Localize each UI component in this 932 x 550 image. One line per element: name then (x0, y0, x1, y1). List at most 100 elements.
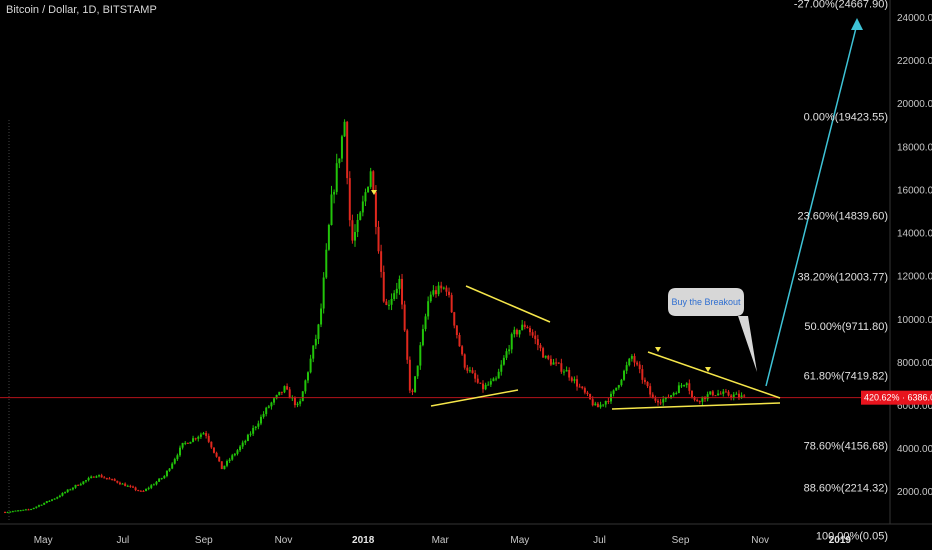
candle-body (87, 478, 90, 481)
candle-body (549, 358, 552, 365)
candle-body (578, 386, 581, 388)
candle-body (139, 490, 142, 492)
fib-level-label: 23.60%(14839.60) (797, 210, 888, 222)
candle-body (340, 136, 343, 159)
candle-body (698, 401, 701, 403)
candle-body (103, 477, 106, 479)
candle-body (445, 287, 448, 292)
y-tick-label: 20000.00 (897, 99, 932, 110)
candle-body (278, 391, 281, 396)
candle-body (529, 328, 532, 333)
candle-body (646, 381, 649, 387)
candle-body (717, 393, 720, 396)
candle-body (118, 482, 121, 485)
target-arrow-head-icon (851, 18, 863, 30)
candle-body (693, 397, 696, 400)
candle-body (343, 121, 346, 137)
y-tick-label: 8000.00 (897, 358, 932, 369)
candle-body (27, 509, 30, 511)
y-tick-label: 2000.00 (897, 487, 932, 498)
candle-body (100, 475, 103, 478)
candle-body (385, 301, 388, 305)
candle-body (273, 398, 276, 403)
candle-body (231, 455, 234, 460)
candle-body (539, 345, 542, 349)
candle-body (599, 404, 602, 408)
candle-body (61, 492, 64, 496)
candle-body (714, 395, 717, 397)
candle-body (505, 351, 508, 358)
candle-body (330, 194, 333, 226)
fib-level-label: 50.00%(9711.80) (804, 321, 888, 333)
y-tick-label: 16000.00 (897, 185, 932, 196)
pivot-marker-icon (655, 347, 661, 352)
candle-body (724, 391, 727, 393)
candle-body (359, 212, 362, 220)
trendline-lower-1 (430, 389, 519, 407)
candle-body (90, 476, 93, 479)
candle-body (163, 475, 166, 479)
candle-body (604, 401, 607, 405)
candle-body (500, 364, 503, 372)
candle-body (267, 406, 270, 408)
candle-body (286, 386, 289, 390)
candle-body (489, 381, 492, 385)
x-tick-label: Mar (432, 535, 450, 546)
candle-body (197, 436, 200, 439)
candle-body (547, 355, 550, 359)
candle-body (651, 394, 654, 399)
candle-body (570, 377, 573, 381)
candle-body (325, 249, 328, 278)
candle-body (246, 434, 249, 441)
candle-body (173, 459, 176, 464)
candle-body (239, 446, 242, 451)
candle-body (565, 369, 568, 372)
candle-body (557, 362, 560, 364)
candle-body (474, 373, 477, 379)
trendline-upper-1 (465, 285, 551, 323)
candle-body (625, 365, 628, 371)
candle-body (701, 396, 704, 402)
callout-bubble (668, 288, 757, 372)
candle-body (463, 354, 466, 368)
candle-body (30, 509, 33, 511)
candle-body (743, 395, 746, 397)
candle-body (361, 201, 364, 213)
last-price-label: 420.62% · 6386.00 (864, 393, 932, 403)
candle-body (223, 465, 226, 470)
candle-body (672, 393, 675, 396)
candle-body (142, 490, 145, 492)
candle-body (521, 324, 524, 331)
candle-body (432, 290, 435, 295)
candle-body (448, 291, 451, 296)
candle-body (129, 485, 132, 487)
candle-body (64, 492, 67, 494)
candle-body (202, 433, 205, 435)
candle-body (137, 490, 140, 492)
candle-body (17, 510, 20, 512)
candle-body (722, 391, 725, 394)
candle-body (32, 507, 35, 510)
candle-body (711, 391, 714, 396)
candle-body (111, 478, 114, 480)
candle-body (654, 398, 657, 401)
candle-body (641, 369, 644, 380)
candle-body (74, 484, 77, 488)
candle-body (395, 288, 398, 294)
x-tick-label: Sep (195, 535, 213, 546)
candle-body (145, 488, 148, 492)
candle-body (502, 357, 505, 365)
candle-body (121, 483, 124, 485)
candle-body (356, 219, 359, 233)
candle-body (280, 391, 283, 393)
y-tick-label: 12000.00 (897, 272, 932, 283)
candle-body (429, 294, 432, 302)
candle-body (181, 442, 184, 448)
candle-body (568, 369, 571, 378)
candle-body (205, 433, 208, 436)
candle-body (623, 370, 626, 380)
candle-body (98, 475, 101, 477)
candle-body (508, 349, 511, 352)
candle-body (19, 510, 22, 512)
